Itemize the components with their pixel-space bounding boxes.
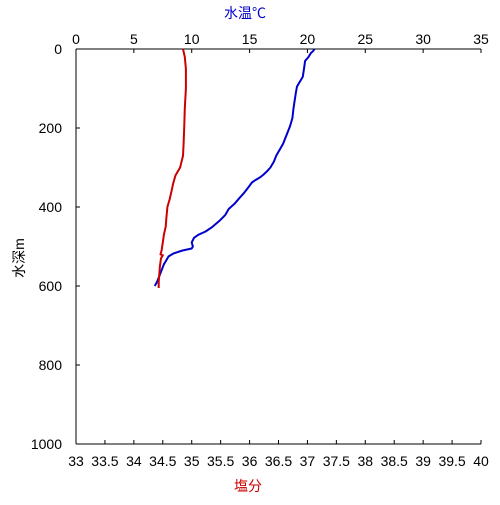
temperature-ticks: 0 5 10 15 20 25 30 35 [72,31,489,53]
temperature-tick-label: 0 [72,31,80,47]
salinity-tick-label: 38 [357,453,373,469]
depth-ticks: 0 200 400 600 800 1000 [31,41,80,452]
salinity-axis-title: 塩分 [234,478,262,494]
temperature-tick-label: 10 [184,31,200,47]
depth-tick-label: 200 [39,120,63,136]
temperature-tick-label: 5 [130,31,138,47]
series-layer [153,48,316,288]
salinity-tick-label: 37 [300,453,316,469]
depth-tick-label: 600 [39,278,63,294]
depth-tick-label: 0 [54,41,62,57]
depth-tick-label: 400 [39,199,63,215]
salinity-tick-label: 34 [126,453,142,469]
salinity-tick-label: 40 [473,453,489,469]
salinity-tick-label: 36.5 [265,453,292,469]
temperature-profile-line [153,48,316,287]
salinity-tick-label: 36 [242,453,258,469]
salinity-tick-label: 35.5 [207,453,234,469]
temperature-tick-label: 25 [357,31,373,47]
salinity-tick-label: 33.5 [91,453,118,469]
temperature-tick-label: 35 [473,31,489,47]
temperature-tick-label: 20 [300,31,316,47]
temperature-tick-label: 15 [242,31,258,47]
depth-axis-title: 水深m [11,238,27,278]
salinity-profile-line [157,48,187,288]
salinity-tick-label: 35 [184,453,200,469]
salinity-tick-label: 33 [68,453,84,469]
depth-tick-label: 1000 [31,436,62,452]
depth-tick-label: 800 [39,357,63,373]
salinity-tick-label: 39.5 [438,453,465,469]
salinity-tick-label: 37.5 [323,453,350,469]
temperature-tick-label: 30 [415,31,431,47]
salinity-ticks: 33 33.5 34 34.5 35 35.5 36 36.5 37 37.5 38 38.5 39 39… [68,440,489,469]
salinity-tick-label: 39 [415,453,431,469]
salinity-tick-label: 34.5 [149,453,176,469]
temperature-axis-title: 水温℃ [224,5,266,21]
salinity-tick-label: 38.5 [381,453,408,469]
